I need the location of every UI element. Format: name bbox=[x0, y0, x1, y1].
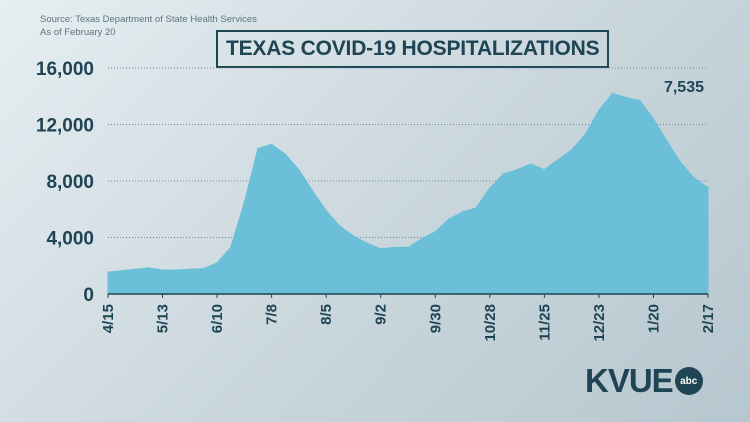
x-tick-label: 12/23 bbox=[591, 304, 608, 342]
data-point bbox=[257, 147, 259, 150]
data-point bbox=[529, 163, 532, 165]
data-point bbox=[284, 153, 287, 155]
logo-text: KVUE bbox=[585, 362, 674, 399]
data-point bbox=[461, 211, 464, 213]
data-point bbox=[161, 269, 164, 271]
data-point bbox=[243, 201, 246, 203]
series-area bbox=[107, 92, 709, 295]
data-point bbox=[502, 173, 505, 175]
data-point bbox=[148, 267, 150, 269]
data-point bbox=[175, 269, 177, 271]
data-point bbox=[625, 96, 627, 99]
data-point bbox=[229, 246, 232, 249]
date-line: As of February 20 bbox=[40, 27, 116, 38]
data-point bbox=[679, 161, 682, 164]
data-point bbox=[557, 159, 559, 161]
x-tick-label: 7/8 bbox=[264, 304, 281, 325]
x-tick-label: 6/10 bbox=[209, 304, 226, 333]
y-tick-label: 8,000 bbox=[46, 172, 94, 193]
source-line: Source: Texas Department of State Health… bbox=[40, 14, 257, 25]
data-point bbox=[611, 92, 614, 95]
data-point bbox=[366, 242, 368, 244]
data-point bbox=[379, 248, 382, 250]
data-point bbox=[339, 225, 341, 227]
data-point bbox=[598, 109, 600, 112]
data-point bbox=[325, 209, 328, 212]
data-point bbox=[393, 246, 396, 249]
x-tick-label: 2/17 bbox=[700, 304, 717, 333]
data-point bbox=[707, 186, 709, 189]
chart-title: TEXAS COVID-19 HOSPITALIZATIONS bbox=[216, 30, 610, 68]
data-point bbox=[134, 268, 137, 271]
x-tick-label: 10/28 bbox=[482, 304, 499, 342]
data-point bbox=[584, 133, 587, 136]
kvue-logo: KVUE abc bbox=[585, 362, 703, 400]
data-point bbox=[543, 168, 546, 171]
data-point bbox=[693, 177, 696, 179]
data-point bbox=[420, 238, 423, 240]
source-note: Source: Texas Department of State Health… bbox=[40, 13, 257, 39]
abc-badge: abc bbox=[674, 367, 703, 395]
latest-value-label: 7,535 bbox=[664, 79, 704, 96]
y-tick-label: 12,000 bbox=[36, 116, 94, 137]
x-tick-label: 9/2 bbox=[373, 304, 390, 325]
x-tick-label: 1/20 bbox=[645, 304, 662, 333]
data-point bbox=[298, 168, 300, 171]
x-tick-label: 8/5 bbox=[318, 304, 335, 325]
y-tick-label: 0 bbox=[83, 285, 94, 306]
data-point bbox=[311, 190, 314, 192]
data-point bbox=[352, 235, 355, 237]
data-point bbox=[107, 271, 109, 273]
data-point bbox=[666, 140, 668, 143]
y-tick-label: 4,000 bbox=[46, 229, 94, 250]
data-point bbox=[570, 149, 573, 151]
data-point bbox=[652, 118, 655, 120]
data-point bbox=[448, 218, 450, 220]
data-point bbox=[407, 246, 409, 249]
y-tick-label: 16,000 bbox=[36, 59, 94, 80]
x-tick-label: 9/30 bbox=[427, 304, 444, 333]
data-point bbox=[639, 99, 641, 102]
x-tick-label: 5/13 bbox=[155, 304, 172, 333]
data-point bbox=[270, 143, 273, 146]
x-tick-label: 11/25 bbox=[536, 304, 553, 341]
data-point bbox=[489, 187, 491, 189]
data-point bbox=[475, 207, 478, 209]
x-tick-label: 4/15 bbox=[100, 304, 117, 333]
data-point bbox=[434, 231, 437, 233]
data-point bbox=[120, 269, 123, 272]
data-point bbox=[516, 168, 518, 171]
data-point bbox=[216, 262, 218, 264]
data-point bbox=[202, 267, 205, 270]
data-point bbox=[189, 268, 191, 271]
